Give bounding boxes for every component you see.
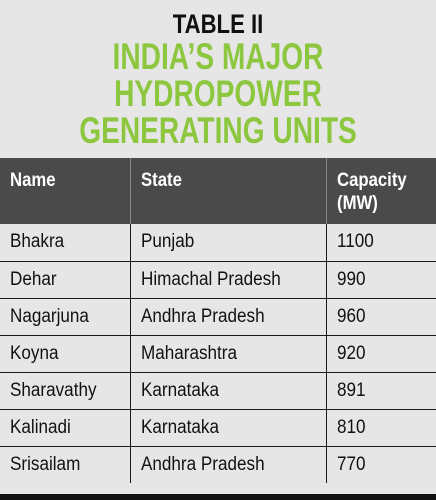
cell-name: Nagarjuna — [0, 297, 130, 335]
cell-capacity: 770 — [325, 445, 436, 483]
cell-capacity: 810 — [325, 408, 436, 446]
header-row: Name State Capacity (MW) — [0, 158, 436, 224]
table-row: Bhakra Punjab 1100 — [0, 224, 436, 261]
table-title-line-2: HYDROPOWER — [114, 73, 322, 114]
table-body: Bhakra Punjab 1100 Dehar Himachal Prades… — [0, 224, 436, 483]
cell-capacity: 1100 — [325, 224, 436, 261]
cell-name: Srisailam — [0, 445, 130, 483]
column-header-name: Name — [0, 158, 130, 224]
cell-capacity: 920 — [325, 334, 436, 372]
column-header-capacity: Capacity (MW) — [325, 158, 436, 224]
table-title-line-3: GENERATING UNITS — [79, 110, 357, 151]
cell-state: Andhra Pradesh — [129, 445, 326, 483]
cell-capacity: 891 — [325, 371, 436, 409]
column-header-state: State — [129, 158, 326, 224]
cell-name: Dehar — [0, 260, 130, 298]
cell-name: Bhakra — [0, 224, 130, 261]
table-row: Kalinadi Karnataka 810 — [0, 408, 436, 446]
cell-state: Andhra Pradesh — [129, 297, 326, 335]
table-row: Sharavathy Karnataka 891 — [0, 371, 436, 409]
cell-name: Koyna — [0, 334, 130, 372]
cell-state: Himachal Pradesh — [129, 260, 326, 298]
table-header: TABLE II INDIA’S MAJOR HYDROPOWER GENERA… — [0, 0, 436, 158]
table-row: Srisailam Andhra Pradesh 770 — [0, 445, 436, 483]
cell-capacity: 960 — [325, 297, 436, 335]
hydropower-table: Name State Capacity (MW) Bhakra Punjab 1… — [0, 158, 436, 483]
cell-name: Kalinadi — [0, 408, 130, 446]
table-number: TABLE II — [172, 9, 264, 39]
cell-state: Karnataka — [129, 408, 326, 446]
cell-state: Karnataka — [129, 371, 326, 409]
table-column-headers: Name State Capacity (MW) — [0, 158, 436, 224]
cell-capacity: 990 — [325, 260, 436, 298]
cell-name: Sharavathy — [0, 371, 130, 409]
table-title-line-1: INDIA’S MAJOR — [112, 36, 324, 77]
cell-state: Maharashtra — [129, 334, 326, 372]
table-row: Koyna Maharashtra 920 — [0, 334, 436, 372]
cell-state: Punjab — [129, 224, 326, 261]
table-row: Dehar Himachal Pradesh 990 — [0, 260, 436, 298]
table-row: Nagarjuna Andhra Pradesh 960 — [0, 297, 436, 335]
